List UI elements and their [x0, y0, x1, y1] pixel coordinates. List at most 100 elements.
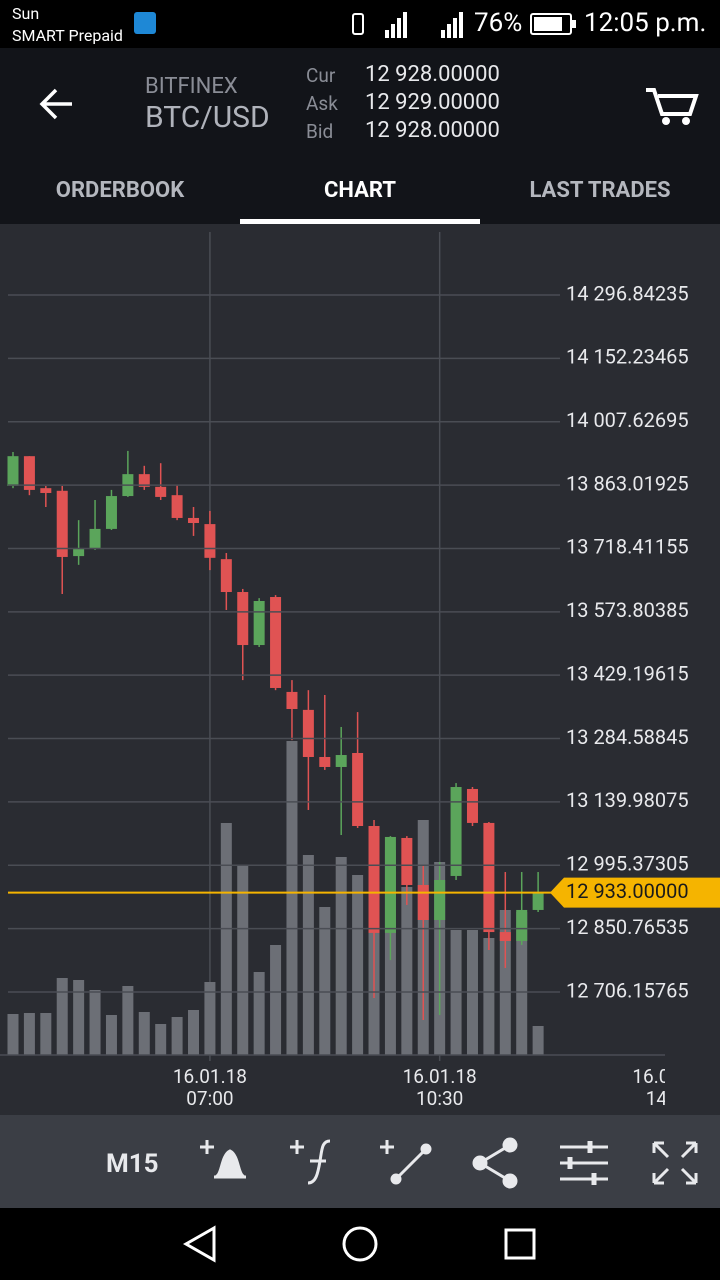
- navigation-bar: [0, 1208, 720, 1280]
- volume-bar: [40, 1013, 52, 1055]
- candle-body: [73, 547, 85, 557]
- x-tick-date: 16.01.18: [173, 1065, 247, 1088]
- volume-bar: [89, 990, 101, 1055]
- x-tick-time: 10:30: [416, 1087, 463, 1110]
- volume-bar: [204, 982, 216, 1055]
- y-tick-label: 13 573.80385: [566, 598, 689, 622]
- candle-body: [138, 474, 150, 487]
- y-tick-label: 13 139.98075: [566, 788, 689, 812]
- candle-body: [23, 456, 35, 490]
- candle-body: [155, 486, 167, 497]
- x-tick-time: 14:00: [646, 1087, 693, 1110]
- current-price-tag: [550, 877, 720, 908]
- volume-bar: [352, 875, 364, 1055]
- candle-body: [7, 456, 19, 486]
- volume-bar: [155, 1024, 167, 1055]
- back-nav[interactable]: [182, 1225, 216, 1263]
- volume-bar: [122, 986, 134, 1055]
- y-tick-label: 13 284.58845: [566, 725, 689, 749]
- battery-percent: 76%: [474, 8, 523, 38]
- candle-body: [188, 517, 200, 523]
- quote-label: Bid: [306, 120, 334, 143]
- y-tick-label: 12 706.15765: [566, 978, 689, 1002]
- candle-body: [335, 755, 347, 767]
- nav-buttons: [182, 1225, 536, 1263]
- candle-body: [516, 909, 528, 941]
- candle-body: [368, 826, 380, 933]
- toolbar: M15: [0, 1115, 720, 1208]
- volume-bar: [56, 978, 68, 1055]
- candle-body: [253, 600, 265, 646]
- toolbar-icons: [200, 1137, 698, 1189]
- volume-bar: [73, 980, 85, 1055]
- settings-button[interactable]: [560, 1141, 608, 1185]
- volume-bar: [319, 907, 331, 1055]
- y-tick-label: 13 429.19615: [566, 661, 689, 685]
- candle-body: [499, 932, 511, 941]
- carrier: Sun: [12, 4, 40, 23]
- quote-value: 12 929.00000: [365, 90, 500, 115]
- tab[interactable]: LAST TRADES: [529, 178, 671, 203]
- candle-body: [417, 884, 429, 920]
- candle-body: [56, 490, 68, 557]
- battery-icon: [530, 13, 576, 35]
- candle-body: [204, 524, 216, 558]
- indicator-button[interactable]: [290, 1139, 331, 1185]
- x-tick-date: 16.01.18: [632, 1065, 706, 1088]
- exchange: BITFINEX: [145, 74, 238, 99]
- pair: BTC/USD: [145, 100, 270, 135]
- volume-bar: [105, 1015, 117, 1055]
- volume-bar: [401, 887, 413, 1055]
- candle-body: [483, 822, 495, 933]
- tab[interactable]: ORDERBOOK: [55, 178, 185, 203]
- volume-bar: [532, 1026, 544, 1055]
- candle-body: [171, 495, 183, 518]
- volume-bar: [253, 972, 265, 1055]
- volume-bar: [23, 1013, 35, 1055]
- y-tick-label: 13 718.41155: [566, 535, 689, 559]
- quote-label: Ask: [306, 92, 338, 115]
- candle-body: [384, 836, 396, 933]
- candle-body: [352, 753, 364, 827]
- current-price-label: 12 933.00000: [566, 879, 689, 903]
- draw-button[interactable]: [380, 1140, 432, 1185]
- recents-nav[interactable]: [504, 1228, 536, 1260]
- x-tick-time: 07:00: [186, 1087, 233, 1110]
- volume-bar: [138, 1012, 150, 1055]
- quote-label: Cur: [306, 64, 336, 87]
- volume-bar: [483, 938, 495, 1055]
- candle-body: [466, 788, 478, 823]
- home-nav[interactable]: [342, 1226, 378, 1262]
- volume-bar: [302, 855, 314, 1055]
- fullscreen-button[interactable]: [652, 1141, 698, 1185]
- candle-body: [237, 592, 249, 646]
- volume-bar: [7, 1014, 19, 1055]
- signal-icons: [352, 12, 463, 38]
- volume-bar: [516, 912, 528, 1055]
- y-tick-label: 12 995.37305: [566, 852, 689, 876]
- candle-body: [286, 691, 298, 710]
- candle-body: [450, 787, 462, 876]
- y-tick-label: 13 863.01925: [566, 471, 689, 495]
- candle-body: [401, 837, 413, 885]
- tab-indicator: [240, 219, 480, 224]
- back-button[interactable]: [36, 86, 76, 122]
- quote-value: 12 928.00000: [365, 62, 500, 87]
- tab[interactable]: CHART: [324, 178, 396, 203]
- candle-body: [302, 709, 314, 757]
- volume-bar: [220, 823, 232, 1055]
- candle-body: [319, 756, 331, 767]
- volume-bar: [499, 910, 511, 1055]
- candle-body: [105, 496, 117, 529]
- timeframe-button[interactable]: M15: [106, 1149, 159, 1179]
- volume-bar: [286, 741, 298, 1055]
- volume-bar: [171, 1017, 183, 1055]
- cart-button[interactable]: [644, 84, 700, 126]
- y-tick-label: 14 152.23465: [566, 345, 689, 369]
- share-button[interactable]: [472, 1137, 518, 1189]
- y-tick-label: 12 850.76535: [566, 915, 689, 939]
- candle-body: [220, 559, 232, 593]
- alert-button[interactable]: [200, 1140, 246, 1179]
